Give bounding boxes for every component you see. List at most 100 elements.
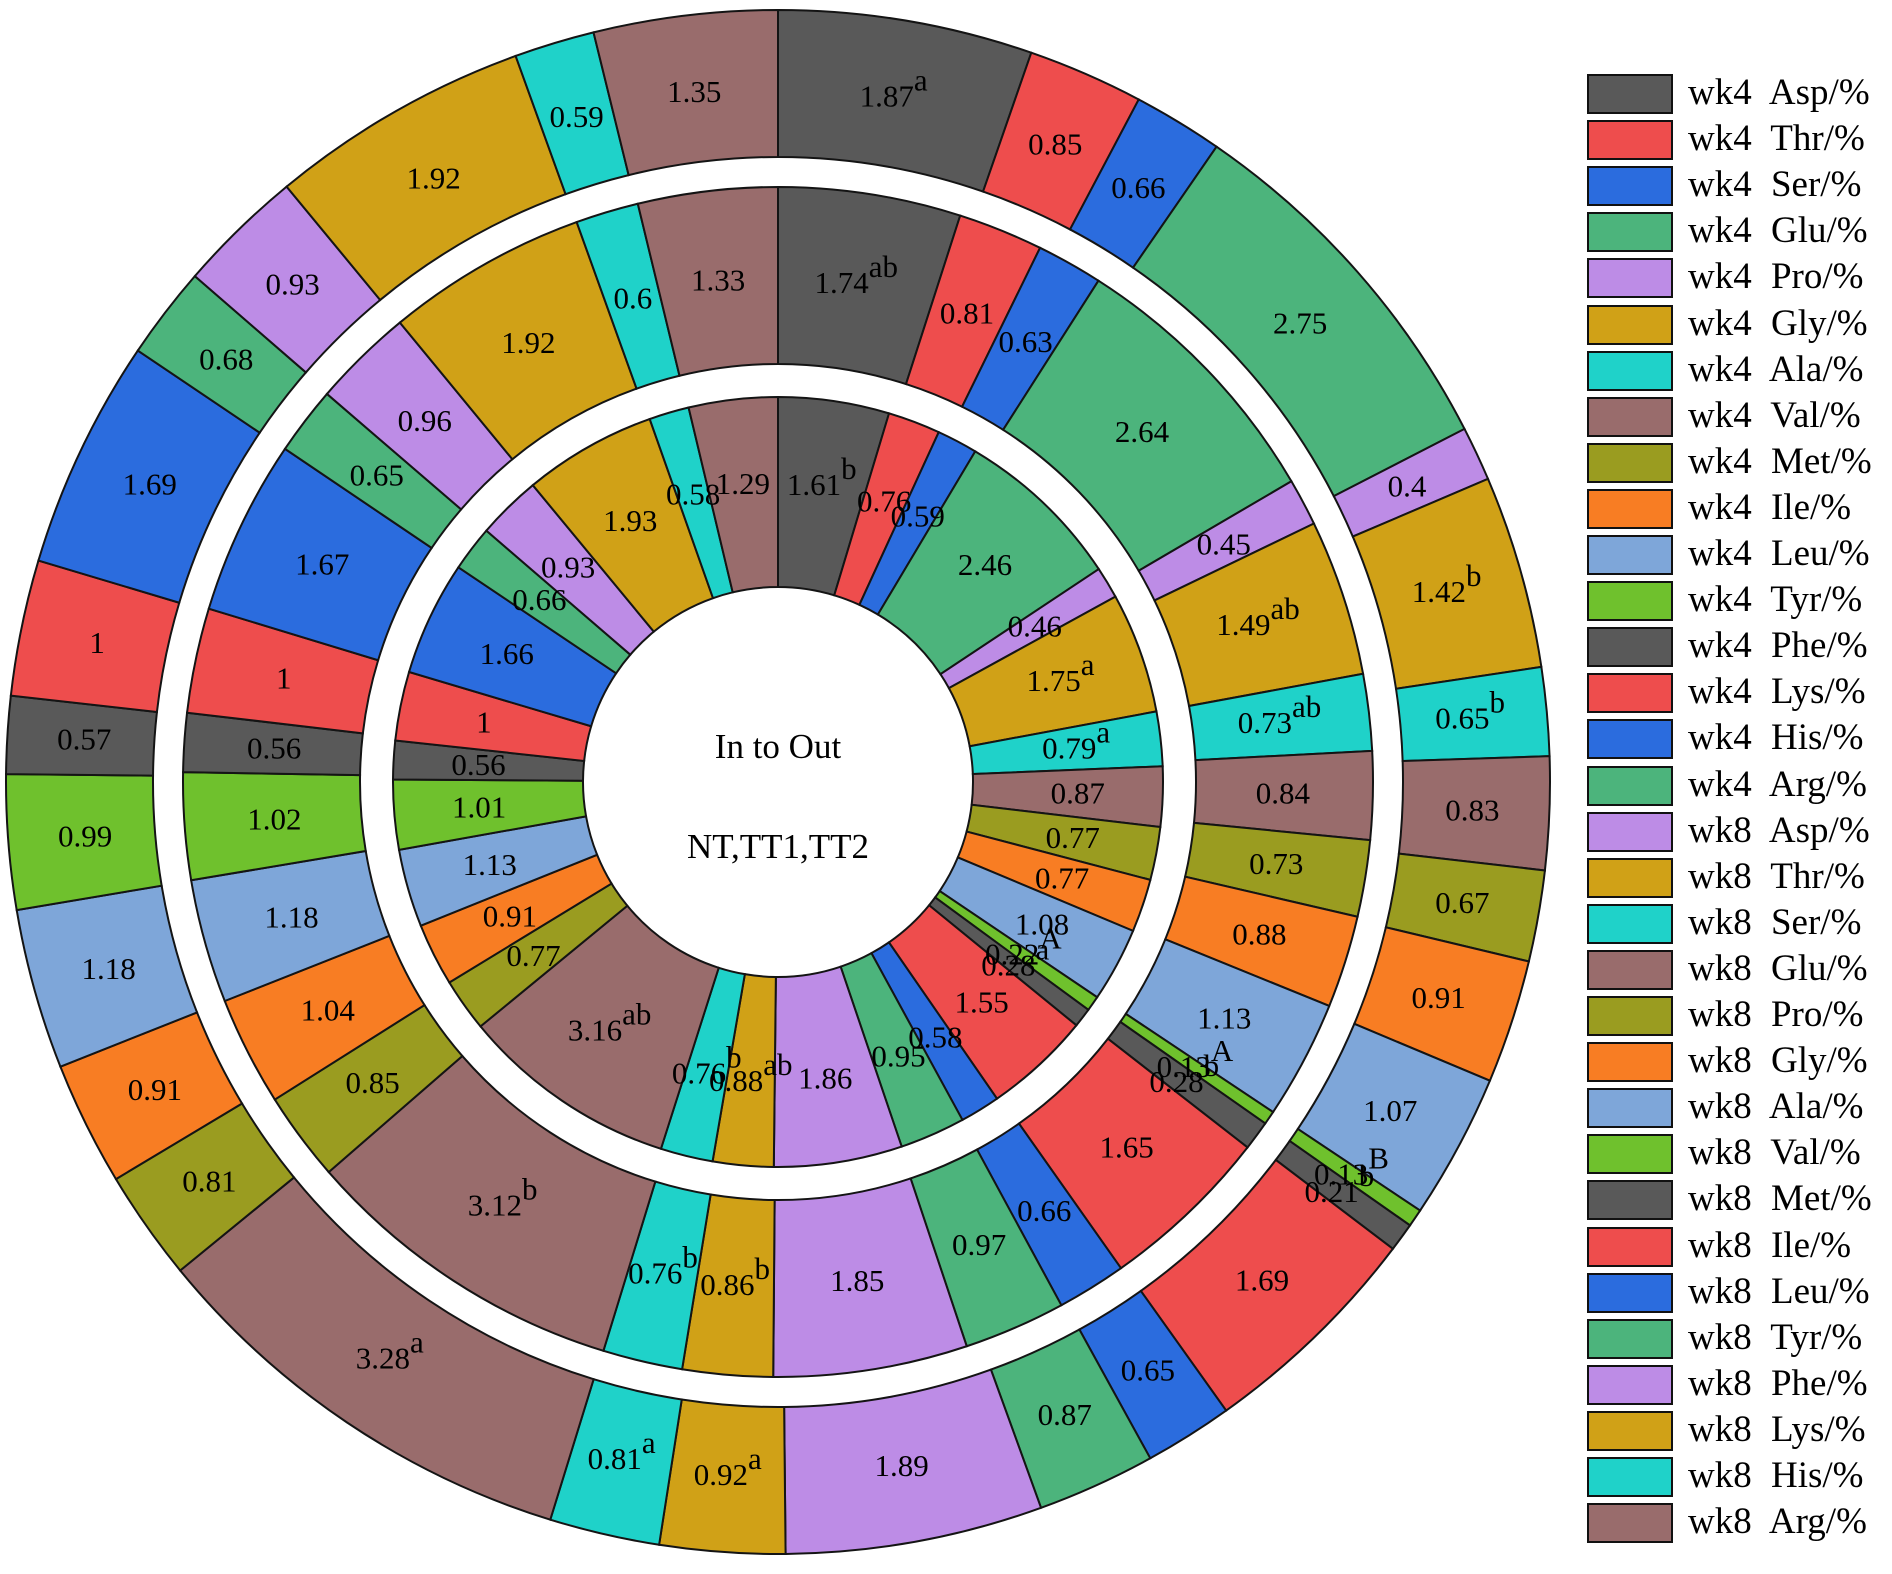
legend-label-wk4-Lys: wk4 Lys/% [1688, 671, 1866, 713]
legend-label-wk8-Met: wk8 Met/% [1688, 1178, 1872, 1220]
center-title-rings: NT,TT1,TT2 [687, 827, 869, 866]
legend-swatch-wk8-Thr [1587, 857, 1673, 898]
legend-swatch-wk8-Glu [1587, 949, 1673, 990]
segment-value-wk4-Tyr-TT1: 0.13A [1157, 1033, 1234, 1084]
segment-value-wk4-Ser-NT: 0.59 [891, 499, 945, 534]
legend-swatch-wk4-Arg [1587, 765, 1673, 806]
segment-value-wk4-Ile-TT2: 0.91 [1411, 980, 1465, 1015]
legend-label-wk4-Arg: wk4 Arg/% [1688, 763, 1867, 805]
segment-value-wk8-Phe-NT: 0.93 [541, 550, 595, 585]
segment-value-wk8-Arg-TT1: 1.33 [691, 263, 745, 298]
legend-label-wk8-Thr: wk8 Thr/% [1688, 855, 1865, 897]
legend-label-wk4-His: wk4 His/% [1688, 717, 1864, 759]
legend-row-wk4-Tyr: wk4 Tyr/% [1585, 579, 1892, 622]
legend-swatch-wk8-Ser [1587, 903, 1673, 944]
segment-value-wk4-Leu-TT1: 1.13 [1197, 1000, 1251, 1035]
segment-value-wk8-Asp-TT1: 1.85 [830, 1263, 884, 1298]
segment-value-wk8-His-TT1: 0.6 [614, 280, 653, 315]
segment-value-wk8-His-TT2: 0.59 [549, 99, 603, 134]
legend-swatch-wk8-Ile [1587, 1226, 1673, 1267]
legend-row-wk4-Gly: wk4 Gly/% [1585, 303, 1892, 345]
legend-label-wk8-Ser: wk8 Ser/% [1688, 901, 1862, 943]
legend-swatch-wk8-Gly [1587, 1042, 1673, 1083]
segment-value-wk8-Ala-TT2: 1.18 [81, 951, 135, 986]
legend-row-wk8-Pro: wk8 Pro/% [1585, 994, 1892, 1036]
legend-label-wk4-Ser: wk4 Ser/% [1688, 164, 1862, 206]
legend-swatch-wk8-Val [1587, 1134, 1673, 1175]
legend-swatch-wk8-Tyr [1587, 1318, 1673, 1359]
legend-row-wk8-Gly: wk8 Gly/% [1585, 1040, 1892, 1083]
legend-label-wk8-Ala: wk8 Ala/% [1688, 1086, 1864, 1128]
segment-value-wk4-Asp-TT2: 1.87a [860, 63, 928, 114]
segment-value-wk8-Val-TT1: 1.02 [247, 802, 301, 837]
legend-row-wk8-His: wk8 His/% [1585, 1455, 1892, 1497]
legend-swatch-wk8-Ala [1587, 1088, 1673, 1129]
segment-value-wk4-Asp-TT1: 1.74ab [815, 249, 899, 300]
segment-value-wk4-Met-NT: 0.77 [1046, 820, 1100, 855]
segment-value-wk4-Pro-NT: 0.46 [1008, 609, 1062, 644]
segment-value-wk8-Glu-TT2: 3.28a [356, 1325, 424, 1376]
segment-value-wk4-Pro-TT1: 0.45 [1197, 527, 1251, 562]
segment-value-wk8-Pro-NT: 0.77 [506, 938, 560, 973]
segment-value-wk8-Ala-NT: 1.13 [463, 847, 517, 882]
segment-value-wk8-Lys-NT: 1.93 [603, 503, 657, 538]
legend-label-wk8-His: wk8 His/% [1688, 1455, 1864, 1496]
segment-value-wk4-Thr-TT1: 0.81 [940, 296, 994, 331]
legend-row-wk8-Arg: wk8 Arg/% [1585, 1501, 1892, 1544]
legend-swatch-wk4-Thr [1587, 120, 1673, 161]
legend-swatch-wk8-His [1587, 1457, 1673, 1497]
legend-swatch-wk4-Ser [1587, 166, 1673, 207]
legend-label-wk8-Pro: wk8 Pro/% [1688, 994, 1864, 1035]
segment-value-wk4-Glu-TT2: 2.75 [1273, 305, 1327, 340]
legend-swatch-wk4-Asp [1587, 74, 1673, 114]
legend-swatch-wk4-His [1587, 719, 1673, 760]
segment-value-wk8-Ser-TT2: 0.81a [588, 1425, 656, 1476]
segment-value-wk4-Ile-NT: 0.77 [1035, 860, 1089, 895]
segment-value-wk4-Tyr-TT2: 0.13B [1314, 1141, 1389, 1192]
segment-value-wk4-Lys-TT2: 1.69 [1235, 1263, 1289, 1298]
legend-swatch-wk4-Pro [1587, 258, 1673, 299]
segment-value-wk8-Asp-TT2: 1.89 [874, 1448, 928, 1483]
legend-row-wk8-Thr: wk8 Thr/% [1585, 855, 1892, 898]
legend-swatch-wk4-Gly [1587, 304, 1673, 345]
legend-row-wk8-Lys: wk8 Lys/% [1585, 1409, 1892, 1451]
segment-value-wk4-Ser-TT1: 0.63 [998, 324, 1052, 359]
legend-label-wk8-Tyr: wk8 Tyr/% [1688, 1316, 1863, 1358]
segment-value-wk4-Ala-TT1: 0.73ab [1238, 689, 1322, 740]
segment-value-wk4-Pro-TT2: 0.4 [1388, 468, 1427, 503]
center-title-direction: In to Out [715, 727, 842, 766]
segment-value-wk8-Ile-TT1: 1 [276, 661, 292, 696]
legend-row-wk4-Val: wk4 Val/% [1585, 395, 1892, 437]
legend: wk4 Asp/% wk4 Thr/% wk4 Ser/% wk4 Glu/% wk4 … [1585, 0, 1892, 1569]
legend-row-wk8-Leu: wk8 Leu/% [1585, 1271, 1892, 1313]
segment-value-wk4-His-TT2: 0.65 [1121, 1352, 1175, 1387]
segment-value-wk4-Glu-TT1: 2.64 [1115, 414, 1170, 449]
legend-swatch-wk8-Arg [1587, 1503, 1673, 1544]
segment-value-wk8-Val-NT: 1.01 [452, 790, 506, 825]
segment-value-wk4-Lys-TT1: 1.65 [1099, 1129, 1153, 1164]
segment-value-wk8-Leu-NT: 1.66 [480, 636, 534, 671]
segment-value-wk4-Ala-NT: 0.79a [1042, 714, 1110, 765]
legend-label-wk4-Leu: wk4 Leu/% [1688, 533, 1870, 574]
legend-row-wk8-Tyr: wk8 Tyr/% [1585, 1316, 1892, 1359]
segment-value-wk4-His-TT1: 0.66 [1017, 1193, 1071, 1228]
segment-value-wk8-Gly-TT2: 0.91 [128, 1072, 182, 1107]
legend-label-wk4-Glu: wk4 Glu/% [1688, 210, 1868, 252]
segment-value-wk4-Arg-TT2: 0.87 [1038, 1397, 1092, 1432]
segment-value-wk4-Val-TT2: 0.83 [1445, 792, 1499, 827]
segment-value-wk8-Leu-TT2: 1.69 [123, 467, 177, 502]
segment-value-wk4-Val-NT: 0.87 [1051, 775, 1105, 810]
segment-value-wk4-Phe-TT1: 0.28b [1149, 1048, 1219, 1099]
legend-row-wk8-Met: wk8 Met/% [1585, 1178, 1892, 1221]
segment-value-wk8-Glu-NT: 3.16ab [568, 996, 652, 1047]
legend-row-wk8-Val: wk8 Val/% [1585, 1132, 1892, 1175]
segment-value-wk8-Pro-TT1: 0.85 [345, 1065, 399, 1100]
segment-value-wk4-Leu-NT: 1.08 [1015, 907, 1069, 942]
legend-row-wk4-Phe: wk4 Phe/% [1585, 625, 1892, 668]
segment-value-wk4-Phe-TT2: 0.21b [1305, 1158, 1375, 1209]
legend-label-wk4-Tyr: wk4 Tyr/% [1688, 579, 1863, 621]
segment-value-wk4-Val-TT1: 0.84 [1256, 776, 1311, 811]
segment-value-wk4-Ile-TT1: 0.88 [1232, 917, 1286, 952]
segment-value-wk4-Thr-TT2: 0.85 [1028, 127, 1082, 162]
legend-label-wk4-Asp: wk4 Asp/% [1688, 72, 1870, 113]
